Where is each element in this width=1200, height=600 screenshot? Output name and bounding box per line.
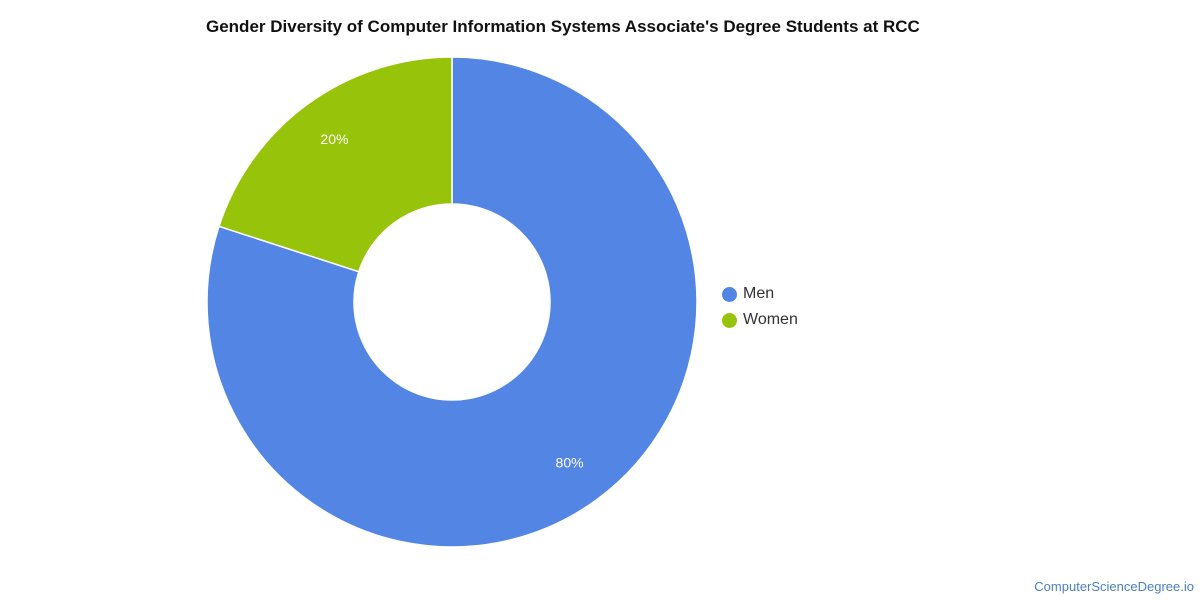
legend-item-men[interactable]: Men (722, 281, 798, 307)
legend-label-women: Women (743, 311, 798, 328)
data-label-men: 80% (556, 455, 584, 471)
legend-swatch-women (722, 312, 737, 328)
data-label-women: 20% (320, 131, 348, 147)
legend: Men Women (722, 281, 798, 333)
legend-swatch-men (722, 286, 737, 302)
slice-women[interactable] (218, 56, 453, 273)
slice-men[interactable] (206, 56, 698, 548)
chart-title: Gender Diversity of Computer Information… (206, 17, 920, 36)
source-credit[interactable]: ComputerScienceDegree.io (1034, 579, 1194, 594)
legend-item-women[interactable]: Women (722, 307, 798, 333)
legend-label-men: Men (743, 285, 775, 302)
